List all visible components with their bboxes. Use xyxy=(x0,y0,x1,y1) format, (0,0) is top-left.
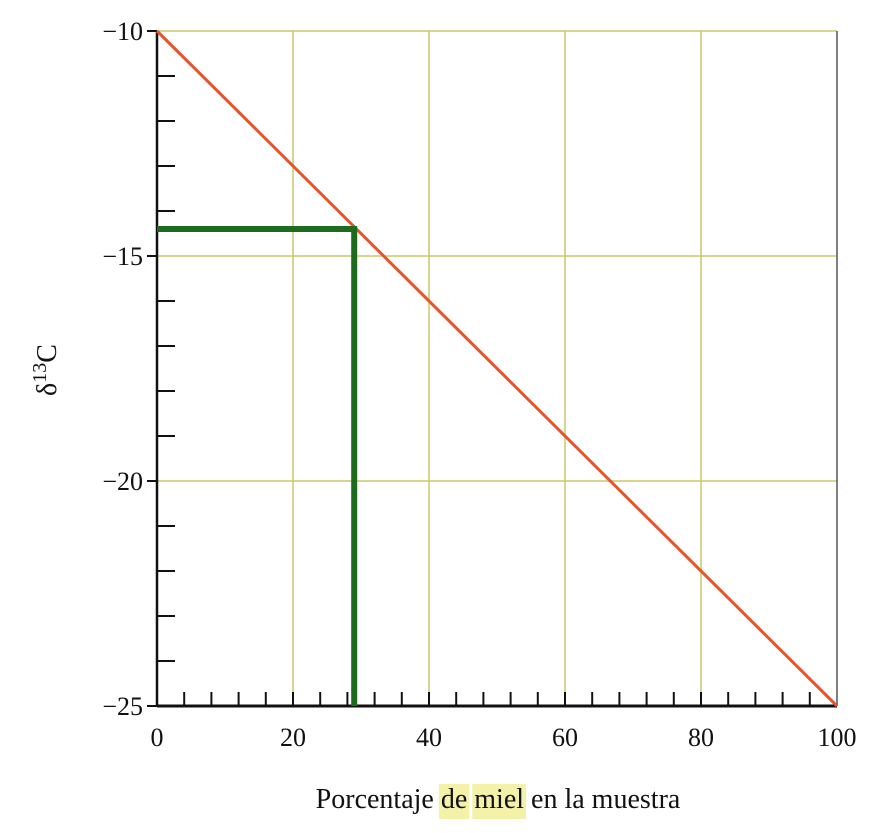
minor-ticks xyxy=(147,30,811,707)
x-tick-label: 100 xyxy=(818,723,857,752)
grid-lines xyxy=(157,31,837,706)
y-axis-title-superscript: 13 xyxy=(29,363,51,383)
x-tick-labels: 0 20 40 60 80 100 xyxy=(151,723,857,752)
x-tick-label: 20 xyxy=(280,723,306,752)
x-axis-title-highlighted-word: de xyxy=(441,784,467,815)
reference-line xyxy=(157,226,358,706)
series-line xyxy=(155,29,839,708)
y-tick-labels: −10 −15 −20 −25 xyxy=(102,17,143,721)
reference-layer xyxy=(157,226,358,706)
plot-frame xyxy=(155,30,838,708)
series-layer xyxy=(155,29,839,708)
x-axis-title-highlight xyxy=(438,784,470,819)
x-axis-title-part: en la muestra xyxy=(524,784,681,815)
y-tick-label: −15 xyxy=(102,242,143,271)
x-axis-title-part xyxy=(467,784,474,815)
y-tick-label: −10 xyxy=(102,17,143,46)
x-axis-highlights xyxy=(438,784,527,819)
y-axis-title-delta: δ xyxy=(32,383,63,396)
y-axis-title: δ13C xyxy=(29,344,63,396)
x-axis-title-highlight xyxy=(472,784,527,819)
x-tick-label: 0 xyxy=(151,723,164,752)
y-tick-label: −25 xyxy=(102,692,143,721)
x-tick-label: 60 xyxy=(552,723,578,752)
x-axis-title-part: Porcentaje xyxy=(316,784,441,815)
x-tick-label: 40 xyxy=(416,723,442,752)
x-tick-label: 80 xyxy=(688,723,714,752)
x-axis-title-highlighted-word: miel xyxy=(474,784,524,815)
y-tick-label: −20 xyxy=(102,467,143,496)
y-axis-title-element: C xyxy=(32,344,63,363)
x-axis-title: Porcentaje de miel en la muestra xyxy=(316,784,681,815)
